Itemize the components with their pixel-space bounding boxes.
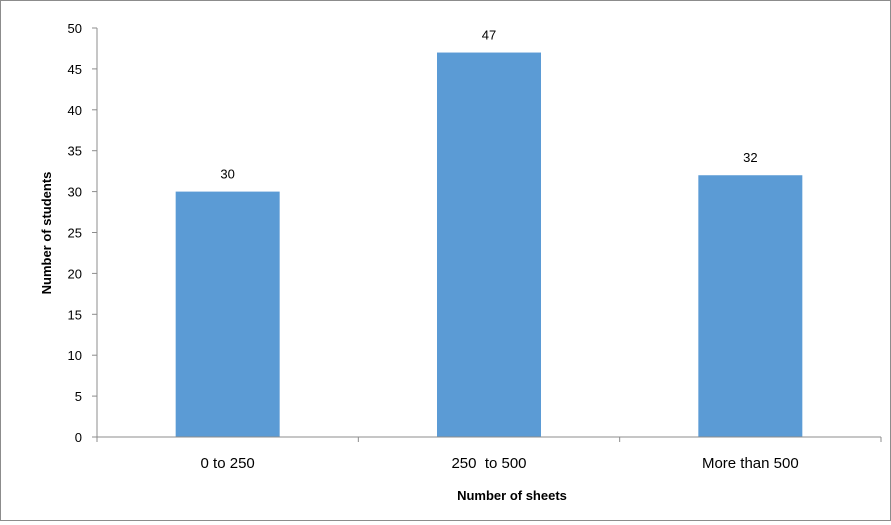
y-tick-label: 35 <box>68 144 82 159</box>
y-axis-ticks: 0 5 10 15 20 25 30 35 40 45 50 <box>68 21 97 445</box>
y-tick-label: 10 <box>68 348 82 363</box>
x-category-label: 0 to 250 <box>201 455 255 472</box>
y-tick-label: 5 <box>75 389 82 404</box>
y-tick-label: 30 <box>68 185 82 200</box>
bars <box>175 52 803 438</box>
bar-value-label: 32 <box>743 150 757 165</box>
y-tick-label: 15 <box>68 307 82 322</box>
bar <box>175 191 280 437</box>
y-tick-label: 25 <box>68 226 82 241</box>
y-tick-label: 20 <box>68 266 82 281</box>
x-category-label: 250 to 500 <box>451 455 526 472</box>
bar-value-label: 30 <box>220 167 234 182</box>
y-tick-label: 0 <box>75 430 82 445</box>
data-labels: 30 47 32 <box>220 28 757 182</box>
x-category-label: More than 500 <box>702 455 799 472</box>
bar <box>437 52 541 437</box>
y-tick-label: 40 <box>68 103 82 118</box>
y-axis-title: Number of students <box>39 172 54 295</box>
bar-value-label: 47 <box>482 28 496 43</box>
y-tick-label: 45 <box>68 62 82 77</box>
bar <box>698 175 803 438</box>
y-tick-label: 50 <box>68 21 82 36</box>
x-axis-title: Number of sheets <box>457 488 567 503</box>
x-axis-ticks: 0 to 250 250 to 500 More than 500 <box>96 437 882 472</box>
